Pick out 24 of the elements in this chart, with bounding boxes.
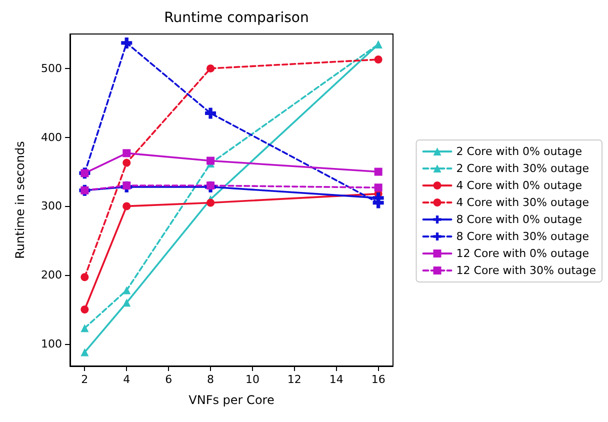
y-tick-label: 100 <box>41 337 62 350</box>
legend-label: 2 Core with 0% outage <box>456 145 582 158</box>
legend-label: 2 Core with 30% outage <box>456 162 590 175</box>
legend-label: 8 Core with 30% outage <box>456 230 590 243</box>
legend-label: 4 Core with 30% outage <box>456 196 590 209</box>
x-tick-label: 14 <box>329 373 344 386</box>
x-tick-label: 6 <box>165 373 172 386</box>
x-axis-title: VNFs per Core <box>188 393 274 407</box>
x-tick-label: 8 <box>207 373 214 386</box>
x-tick-label: 2 <box>81 373 88 386</box>
y-tick-label: 200 <box>41 268 62 282</box>
y-axis-title: Runtime in seconds <box>13 141 27 259</box>
x-tick-label: 10 <box>245 373 260 386</box>
y-tick-label: 300 <box>41 200 62 213</box>
x-tick-label: 4 <box>123 373 130 386</box>
y-tick-label: 500 <box>41 62 62 75</box>
y-tick-label: 400 <box>41 130 62 144</box>
legend-label: 8 Core with 0% outage <box>456 213 582 226</box>
legend-label: 12 Core with 30% outage <box>456 264 596 277</box>
x-tick-label: 16 <box>371 373 386 386</box>
legend-label: 12 Core with 0% outage <box>456 247 590 260</box>
x-tick-label: 12 <box>287 373 302 386</box>
legend-label: 4 Core with 0% outage <box>456 179 582 192</box>
chart-title: Runtime comparison <box>164 10 309 26</box>
